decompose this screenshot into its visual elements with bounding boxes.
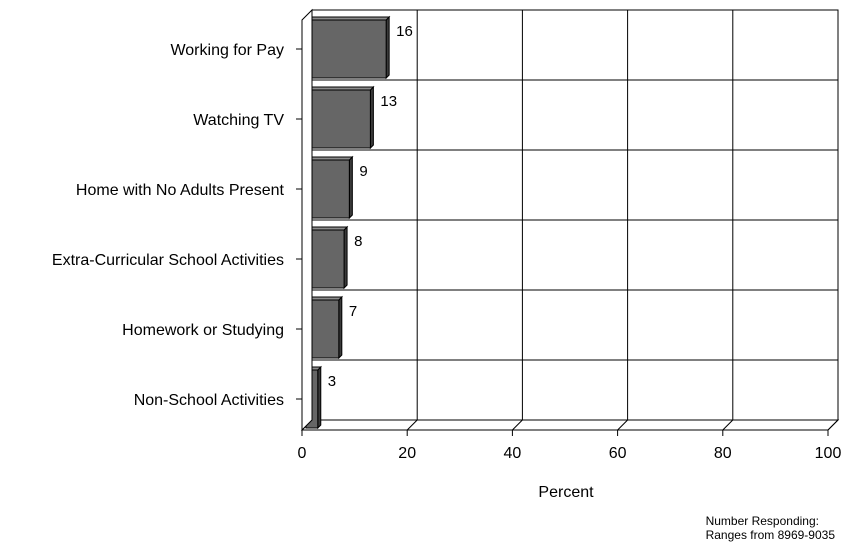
x-tick-label: 20 (398, 445, 416, 462)
data-label: 13 (380, 93, 397, 110)
x-tick-label: 40 (504, 445, 522, 462)
floor-tick-line (722, 419, 734, 431)
category-label: Non-School Activities (134, 392, 284, 409)
x-tick-label: 60 (609, 445, 627, 462)
category-label: Extra-Curricular School Activities (52, 252, 284, 269)
category-label: Watching TV (193, 112, 284, 129)
bar (305, 19, 387, 79)
floor-tick-line (617, 419, 628, 431)
x-tick-label: 0 (298, 445, 307, 462)
side-wall (301, 8, 313, 432)
floor-tick-line (827, 419, 839, 431)
bar (305, 159, 350, 219)
x-tick-label: 100 (815, 445, 842, 462)
floor-tick-line (406, 419, 418, 431)
back-wall (311, 9, 839, 421)
floor (300, 419, 840, 431)
x-tick-label: 80 (714, 445, 732, 462)
axes (296, 8, 829, 436)
category-label: Working for Pay (170, 42, 284, 59)
floor-tick-line (512, 419, 523, 431)
data-label: 8 (354, 233, 362, 250)
labels: 0 20 40 60 80 100 Working for Pay 16 Watching TV… (52, 23, 842, 462)
bar (305, 89, 371, 149)
data-label: 3 (328, 373, 336, 390)
data-label: 7 (349, 303, 357, 320)
x-axis-title: Percent (538, 484, 594, 501)
category-label: Homework or Studying (122, 322, 284, 339)
respondents-note-line2: Ranges from 8969-9035 (705, 528, 835, 542)
category-label: Home with No Adults Present (76, 182, 285, 199)
respondents-note: Number Responding: Ranges from 8969-9035 (706, 514, 835, 542)
respondents-note-line1: Number Responding: (705, 514, 819, 528)
data-label: 16 (396, 23, 413, 40)
data-label: 9 (359, 163, 367, 180)
